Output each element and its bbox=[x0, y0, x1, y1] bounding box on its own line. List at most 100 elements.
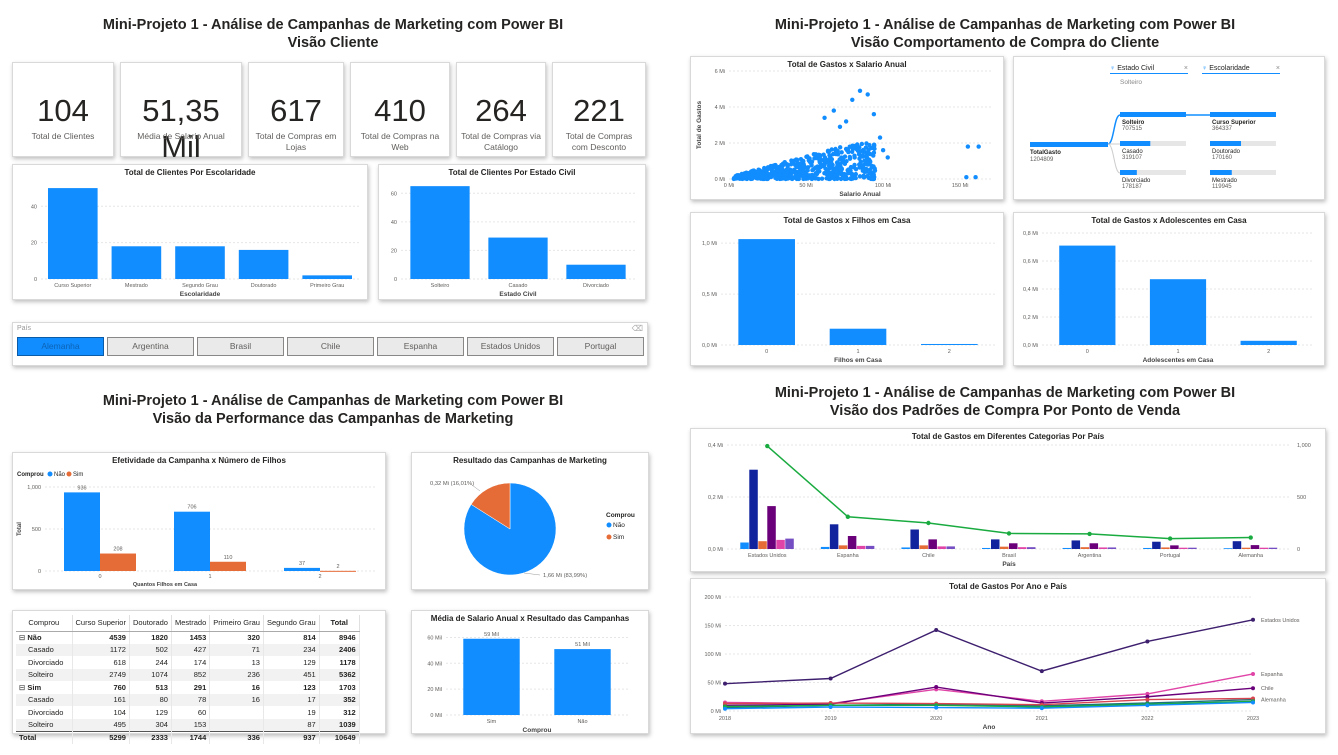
kpi-card-salario[interactable]: 51,35 Mil Média de Salario Anual bbox=[120, 62, 242, 164]
tree-connector bbox=[1107, 143, 1121, 174]
bar bbox=[1161, 547, 1170, 549]
slicer-option-argentina[interactable]: Argentina bbox=[107, 337, 194, 356]
table-cell: 760 bbox=[72, 681, 130, 694]
tree-label: Curso Superior bbox=[1212, 120, 1256, 126]
table-row[interactable]: Divorciado 104 129 60 19 312 bbox=[16, 706, 360, 719]
slicer-option-chile[interactable]: Chile bbox=[287, 337, 374, 356]
bar bbox=[937, 546, 946, 549]
chart-ano-pais[interactable]: Total de Gastos Por Ano e País 0 Mi 50 Mi… bbox=[690, 578, 1326, 734]
x-tick-label: 1 bbox=[208, 574, 211, 580]
table-cell: 1074 bbox=[129, 668, 172, 681]
bar bbox=[1018, 547, 1027, 549]
y-tick-label: 20 bbox=[391, 248, 397, 254]
table-row[interactable]: Solteiro 2749 1074 852 236 451 5362 bbox=[16, 668, 360, 681]
slicer-eraser-icon[interactable]: ⌫ bbox=[631, 324, 643, 333]
chart-filhos[interactable]: Total de Gastos x Filhos em Casa 0,0 Mi 0… bbox=[690, 212, 1004, 366]
kpi-card-web[interactable]: 410 Total de Compras na Web bbox=[350, 62, 450, 157]
chart-categorias[interactable]: Total de Gastos em Diferentes Categorias… bbox=[690, 428, 1326, 572]
x-axis-title: Quantos Filhos em Casa bbox=[133, 582, 198, 588]
chart-estadocivil[interactable]: Total de Clientes Por Estado Civil 0 20 40… bbox=[378, 164, 646, 300]
bar bbox=[1062, 547, 1072, 549]
bar bbox=[302, 275, 353, 279]
data-label: 59 Mil bbox=[484, 632, 499, 638]
kpi-card-catalogo[interactable]: 264 Total de Compras via Catálogo bbox=[456, 62, 546, 157]
table-cell: 1744 bbox=[171, 730, 211, 744]
tree-bar bbox=[1210, 170, 1232, 175]
table-row[interactable]: ⊟ Não 4539 1820 1453 320 814 8946 bbox=[16, 631, 360, 644]
scatter-point bbox=[854, 143, 859, 148]
close-icon[interactable]: × bbox=[1183, 65, 1188, 72]
matrix-header[interactable]: Total bbox=[319, 615, 360, 632]
table-row[interactable]: ⊟ Sim 760 513 291 16 123 1703 bbox=[16, 681, 360, 694]
bar bbox=[1240, 340, 1297, 345]
kpi-card-lojas[interactable]: 617 Total de Compras em Lojas bbox=[248, 62, 344, 157]
scatter-point bbox=[818, 157, 823, 162]
pie-label: 0,32 Mi (16,01%) bbox=[430, 481, 474, 487]
scatter-point bbox=[852, 162, 857, 168]
matrix-header[interactable]: Curso Superior bbox=[72, 615, 130, 632]
chart-pie[interactable]: Resultado das Campanhas de Marketing 0,3… bbox=[411, 452, 649, 590]
bar bbox=[982, 547, 991, 549]
table-row[interactable]: Divorciado 618 244 174 13 129 1178 bbox=[16, 656, 360, 669]
chart-scatter[interactable]: Total de Gastos x Salario Anual 0 Mi 2 Mi… bbox=[690, 56, 1004, 200]
chart-efetividade[interactable]: Efetividade da Campanha x Número de Filh… bbox=[12, 452, 386, 590]
x-axis-title: Comprou bbox=[523, 727, 552, 733]
slicer-option-portugal[interactable]: Portugal bbox=[557, 337, 644, 356]
slicer-option-estados-unidos[interactable]: Estados Unidos bbox=[467, 337, 554, 356]
pais-slicer[interactable]: País ⌫ Alemanha Argentina Brasil Chile E… bbox=[12, 322, 648, 366]
scatter-point bbox=[847, 144, 852, 149]
chart-escolaridade[interactable]: Total de Clientes Por Escolaridade 0 20 40… bbox=[12, 164, 368, 300]
matrix-header[interactable]: Primeiro Grau bbox=[209, 615, 264, 632]
x-tick-label: 150 Mi bbox=[952, 183, 969, 189]
table-cell: 2749 bbox=[72, 668, 130, 681]
bar bbox=[1000, 546, 1009, 549]
y-tick-label: 20 bbox=[31, 241, 37, 247]
scatter-point bbox=[825, 159, 830, 165]
scatter-point bbox=[757, 173, 763, 179]
table-cell: 104 bbox=[72, 706, 130, 719]
table-cell: 80 bbox=[129, 693, 172, 706]
kpi-card-clientes[interactable]: 104 Total de Clientes bbox=[12, 62, 114, 157]
table-row[interactable]: Solteiro 495 304 153 87 1039 bbox=[16, 718, 360, 731]
y-axis-title: Total bbox=[17, 522, 23, 536]
kpi-card-desconto[interactable]: 221 Total de Compras com Desconto bbox=[552, 62, 646, 157]
scatter-point bbox=[853, 171, 859, 177]
x-tick-label: Primeiro Grau bbox=[310, 283, 344, 289]
collapse-icon[interactable]: ⊟ bbox=[19, 682, 28, 692]
table-row[interactable]: Total 5299 2333 1744 336 937 10649 bbox=[16, 730, 360, 744]
chart-adolescentes[interactable]: Total de Gastos x Adolescentes em Casa 0… bbox=[1013, 212, 1325, 366]
bar bbox=[100, 553, 136, 571]
matrix-visual[interactable]: Comprou Curso Superior Doutorado Mestrad… bbox=[12, 610, 386, 744]
matrix-header[interactable]: Doutorado bbox=[129, 615, 172, 632]
line-point bbox=[1145, 694, 1150, 699]
line-point bbox=[723, 706, 727, 711]
slicer-option-alemanha[interactable]: Alemanha bbox=[17, 337, 104, 356]
x-tick-label: Estados Unidos bbox=[748, 553, 787, 559]
tree-bar-bg bbox=[1120, 170, 1186, 175]
kpi-value: 617 bbox=[270, 93, 322, 128]
slicer-option-brasil[interactable]: Brasil bbox=[197, 337, 284, 356]
chart-media-salario[interactable]: Média de Salario Anual x Resultado das C… bbox=[411, 610, 649, 734]
table-row[interactable]: Casado 1172 502 427 71 234 2406 bbox=[16, 643, 360, 656]
matrix-header[interactable]: Comprou bbox=[16, 615, 73, 632]
table-cell: Divorciado bbox=[16, 706, 73, 719]
scatter-point bbox=[850, 97, 855, 102]
decomposition-tree[interactable]: ♀ Estado Civil × Solteiro ♀ Escolaridade… bbox=[1013, 56, 1325, 200]
matrix-header[interactable]: Mestrado bbox=[171, 615, 211, 632]
scatter-point bbox=[750, 176, 755, 181]
filter-chip-escolaridade[interactable]: ♀ Escolaridade × bbox=[1202, 65, 1280, 74]
filter-chip-value: Solteiro bbox=[1120, 79, 1143, 86]
matrix-header[interactable]: Segundo Grau bbox=[263, 615, 320, 632]
table-cell: 1178 bbox=[319, 656, 360, 669]
close-icon[interactable]: × bbox=[1275, 65, 1280, 72]
filter-chip-estado-civil[interactable]: ♀ Estado Civil × bbox=[1110, 65, 1188, 74]
scatter-point bbox=[859, 141, 865, 147]
collapse-icon[interactable]: ⊟ bbox=[19, 633, 28, 642]
table-cell: 236 bbox=[209, 668, 264, 681]
pie-leader bbox=[471, 484, 481, 492]
x-tick-label: 1 bbox=[1176, 349, 1179, 355]
y-tick-label: 0,4 Mi bbox=[708, 443, 723, 449]
table-row[interactable]: Casado 161 80 78 16 17 352 bbox=[16, 693, 360, 706]
line-point bbox=[1167, 536, 1173, 541]
slicer-option-espanha[interactable]: Espanha bbox=[377, 337, 464, 356]
